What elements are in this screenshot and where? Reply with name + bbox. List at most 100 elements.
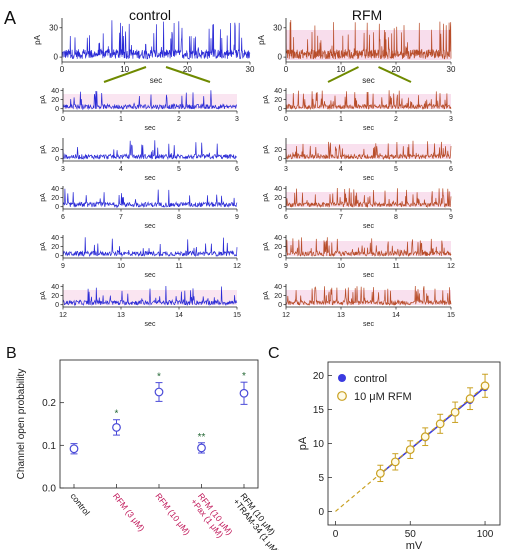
panel-letter-b: B <box>6 345 17 362</box>
panel-c-x-tick-label: 0 <box>333 529 339 540</box>
control-segment-x-tick-label: 6 <box>61 214 65 221</box>
control-segment-trace <box>62 140 238 161</box>
panel-b-significance-label: * <box>115 409 119 420</box>
panel-b-y-tick-label: 0.2 <box>42 398 56 409</box>
control-segment-x-tick-label: 9 <box>235 214 239 221</box>
rfm-segment-x-tick-label: 15 <box>447 312 455 319</box>
rfm-segment-x-tick-label: 9 <box>449 214 453 221</box>
rfm-segment-y-tick-label: 40 <box>274 186 282 193</box>
rfm-segment-1: 0 1 2 3 0 20 40 pA sec <box>263 88 453 132</box>
rfm-segment-x-tick-label: 12 <box>282 312 290 319</box>
control-segment-trace <box>62 188 238 209</box>
rfm-segment-5: 12 13 14 15 0 20 40 pA sec <box>263 284 455 328</box>
control-segment-x-tick-label: 15 <box>233 312 241 319</box>
rfm-overview-x-tick-label: 30 <box>447 65 456 74</box>
control-segment-time-label: sec <box>145 321 156 328</box>
rfm-segment-3: 6 7 8 9 0 20 40 pA sec <box>263 186 453 230</box>
control-segment-y-tick-label: 0 <box>55 302 59 309</box>
rfm-segment-x-tick-label: 8 <box>394 214 398 221</box>
control-overview-time-label: sec <box>150 76 162 85</box>
control-segment-4: 9 10 11 12 0 20 40 pA sec <box>40 235 241 279</box>
rfm-segment-y-tick-label: 0 <box>278 302 282 309</box>
panel-c-rfm-point <box>480 381 490 391</box>
panel-b-category-label-line: RFM (10 μM) <box>153 491 192 537</box>
panel-b-category-label: control <box>68 491 92 517</box>
control-segment-trace <box>62 237 238 258</box>
panel-c-legend-control-marker <box>338 374 346 382</box>
control-segment-x-tick-label: 6 <box>235 166 239 173</box>
rfm-segment-x-tick-label: 5 <box>394 166 398 173</box>
panel-b-y-tick-label: 0.0 <box>42 484 56 495</box>
control-segment-unit-label: pA <box>40 242 47 251</box>
rfm-segment-y-tick-label: 20 <box>274 195 282 202</box>
panel-c-rfm-point <box>465 394 475 404</box>
rfm-segment-time-label: sec <box>363 223 374 230</box>
control-overview-x-tick-label: 30 <box>246 65 255 74</box>
panel-b-data-point <box>69 444 79 454</box>
panel-c-y-axis-title: pA <box>297 436 309 450</box>
panel-c-y-tick-label: 0 <box>318 507 324 518</box>
panel-c-rfm-point <box>450 407 460 417</box>
rfm-segment-time-label: sec <box>363 175 374 182</box>
panel-letter-c: C <box>268 345 280 362</box>
control-segment-y-tick-label: 40 <box>51 186 59 193</box>
panel-c-y-tick-label: 20 <box>313 371 325 382</box>
panel-c-x-tick-label: 100 <box>477 529 494 540</box>
rfm-segment-x-tick-label: 10 <box>337 263 345 270</box>
control-segment-y-tick-label: 0 <box>55 156 59 163</box>
rfm-segment-unit-label: pA <box>263 145 270 154</box>
panel-b-data-point <box>112 423 121 432</box>
rfm-segment-x-tick-label: 2 <box>394 116 398 123</box>
control-segment-x-tick-label: 1 <box>119 116 123 123</box>
panel-c-fit-line <box>335 385 486 512</box>
panel-b-data-point <box>197 443 206 453</box>
panel-letter-a: A <box>4 8 16 28</box>
control-segment-y-tick-label: 40 <box>51 235 59 242</box>
rfm-segment-y-tick-label: 20 <box>274 244 282 251</box>
panel-c-rfm-point <box>375 468 385 478</box>
panel-b-significance-label: ** <box>198 432 206 443</box>
control-overview-unit-label: pA <box>33 34 42 44</box>
control-overview-trace <box>61 20 251 60</box>
control-segment-3: 6 7 8 9 0 20 40 pA sec <box>40 186 239 230</box>
rfm-segment-2: 3 4 5 6 0 20 pA sec <box>263 138 453 182</box>
control-segment-unit-label: pA <box>40 193 47 202</box>
control-segment-y-tick-label: 20 <box>51 293 59 300</box>
control-segment-x-tick-label: 2 <box>177 116 181 123</box>
control-segment-unit-label: pA <box>40 291 47 300</box>
control-segment-x-tick-label: 7 <box>119 214 123 221</box>
control-segment-y-tick-label: 0 <box>55 106 59 113</box>
control-segment-y-tick-label: 40 <box>51 88 59 95</box>
rfm-segment-y-tick-label: 40 <box>274 235 282 242</box>
rfm-zoom-line-right <box>378 66 412 83</box>
rfm-segment-x-tick-label: 0 <box>284 116 288 123</box>
control-zoom-line-right <box>165 66 211 83</box>
rfm-overview-x-tick-label: 0 <box>284 65 289 74</box>
rfm-segment-unit-label: pA <box>263 95 270 104</box>
control-segment-x-tick-label: 11 <box>175 263 182 270</box>
rfm-overview-x-tick-label: 20 <box>392 65 401 74</box>
control-overview-x-tick-label: 10 <box>120 65 129 74</box>
rfm-segment-y-tick-label: 0 <box>278 156 282 163</box>
rfm-segment-y-tick-label: 20 <box>274 293 282 300</box>
control-column-title: control <box>129 7 171 23</box>
rfm-segment-x-tick-label: 6 <box>449 166 453 173</box>
panel-c-legend-control-label: control <box>354 373 387 385</box>
rfm-segment-y-tick-label: 20 <box>274 97 282 104</box>
control-segment-y-tick-label: 20 <box>51 195 59 202</box>
panel-b-y-axis-title: Channel open probability <box>16 369 27 480</box>
panel-c-legend-rfm-marker <box>337 391 347 401</box>
panel-c-rfm-point <box>405 445 415 455</box>
control-segment-y-tick-label: 40 <box>51 284 59 291</box>
rfm-segment-time-label: sec <box>363 125 374 132</box>
control-segment-y-tick-label: 20 <box>51 244 59 251</box>
panel-c-rfm-point <box>435 419 445 429</box>
rfm-segment-trace <box>285 237 452 258</box>
panel-c-rfm-point <box>390 457 400 467</box>
control-segment-y-tick-label: 0 <box>55 204 59 211</box>
rfm-overview-y-tick-label: 30 <box>273 23 282 32</box>
panel-c-plot-frame <box>327 361 501 526</box>
rfm-segment-x-tick-label: 12 <box>447 263 455 270</box>
control-segment-unit-label: pA <box>40 95 47 104</box>
control-segment-y-tick-label: 0 <box>55 253 59 260</box>
